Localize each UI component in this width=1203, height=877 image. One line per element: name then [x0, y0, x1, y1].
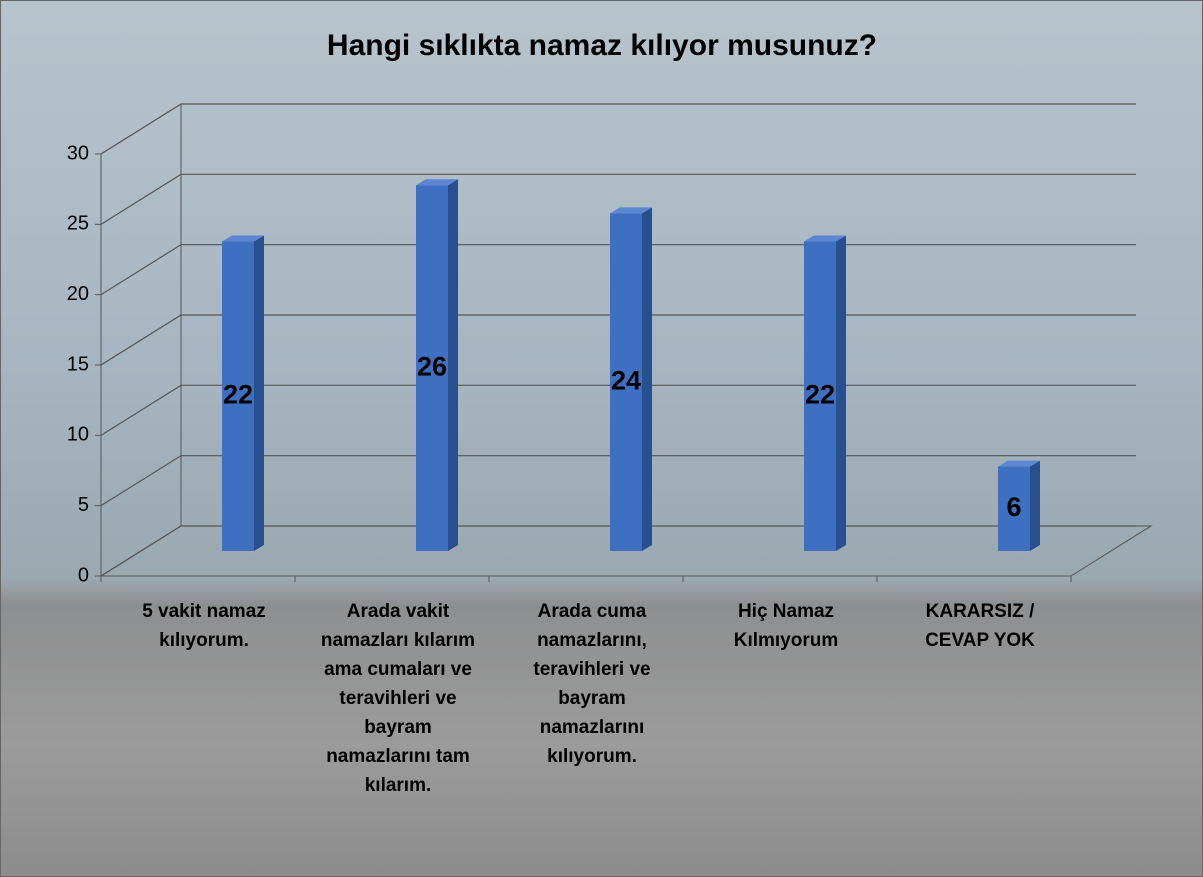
- x-tick-label: KARARSIZ / CEVAP YOK: [895, 597, 1065, 655]
- x-tick-label: 5 vakit namaz kılıyorum.: [119, 597, 289, 655]
- y-tick-label: 0: [78, 564, 89, 586]
- y-tick-label: 10: [67, 424, 89, 446]
- y-tick-label: 25: [67, 213, 89, 235]
- y-tick-label: 20: [67, 283, 89, 305]
- x-tick-label: Hiç Namaz Kılmıyorum: [701, 597, 871, 655]
- x-tick-label: Arada vakit namazları kılarım ama cumala…: [313, 597, 483, 800]
- data-label: 26: [417, 351, 447, 381]
- chart-area: Hangi sıklıkta namaz kılıyor musunuz? 0 5…: [0, 0, 1203, 877]
- y-tick-label: 15: [67, 353, 89, 375]
- data-label: 22: [805, 379, 835, 409]
- data-label: 22: [223, 379, 253, 409]
- data-label: 24: [611, 365, 641, 395]
- x-tick-label: Arada cuma namazlarını, teravihleri ve b…: [507, 597, 677, 771]
- data-label: 6: [1006, 492, 1021, 522]
- grid-line: [101, 104, 1136, 154]
- chart-title: Hangi sıklıkta namaz kılıyor musunuz?: [327, 29, 877, 62]
- y-tick-label: 5: [78, 494, 89, 516]
- y-tick-label: 30: [67, 142, 89, 164]
